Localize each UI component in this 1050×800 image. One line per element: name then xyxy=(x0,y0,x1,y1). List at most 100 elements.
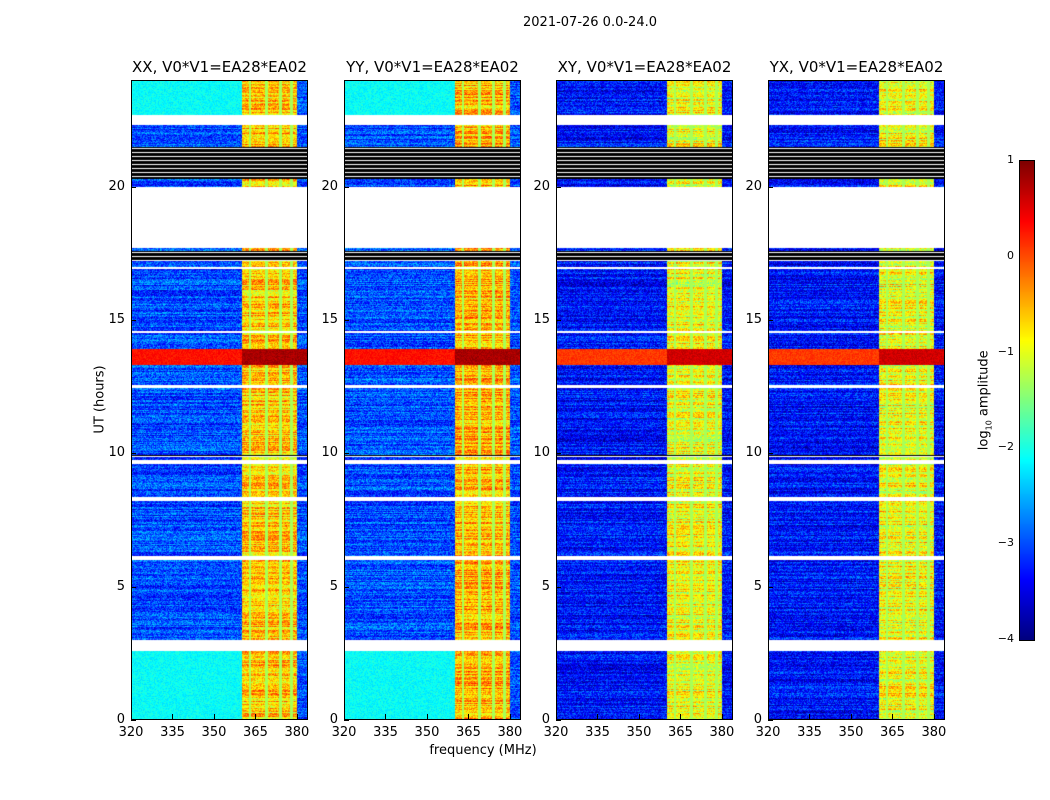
y-tick-label: 5 xyxy=(541,578,550,594)
colorbar-tick-label: −2 xyxy=(997,440,1014,454)
y-tick-label: 0 xyxy=(329,712,338,727)
x-tick-label: 380 xyxy=(284,725,310,740)
axes-frame xyxy=(344,80,521,720)
y-tick-mark xyxy=(131,720,136,721)
panel-title: XY, V0*V1=EA28*EA02 xyxy=(557,58,732,76)
y-tick-label: 10 xyxy=(108,445,125,461)
x-tick-mark xyxy=(768,714,769,719)
y-tick-mark xyxy=(768,320,773,321)
x-tick-mark xyxy=(385,714,387,719)
y-tick-label: 10 xyxy=(321,445,338,461)
x-tick-mark xyxy=(172,714,174,719)
x-tick-label: 380 xyxy=(497,725,523,740)
y-tick-label: 0 xyxy=(753,712,762,727)
x-tick-label: 335 xyxy=(585,725,610,740)
colorbar-tick-label: 1 xyxy=(1007,153,1014,166)
panel-3: YX, V0*V1=EA28*EA02 320 335 350 365 380 0 5 10 15… xyxy=(745,58,946,740)
x-tick-mark xyxy=(556,714,557,719)
x-tick-label: 365 xyxy=(243,725,268,740)
x-tick-label: 320 xyxy=(331,725,357,740)
x-tick-mark xyxy=(296,714,298,719)
panel-1: YY, V0*V1=EA28*EA02 320 335 350 365 380 0 5 10 15… xyxy=(321,58,522,740)
x-tick-mark xyxy=(809,714,811,719)
x-tick-label: 380 xyxy=(709,725,735,740)
y-tick-label: 5 xyxy=(753,578,762,594)
y-tick-mark xyxy=(344,320,349,321)
y-tick-mark xyxy=(131,586,136,588)
y-tick-label: 10 xyxy=(745,445,762,461)
axes-frame xyxy=(131,80,308,720)
y-tick-label: 20 xyxy=(321,178,338,194)
x-tick-label: 350 xyxy=(201,725,227,740)
y-tick-label: 10 xyxy=(533,445,550,461)
y-tick-label: 15 xyxy=(533,312,550,327)
x-tick-label: 350 xyxy=(626,725,652,740)
axes-frame xyxy=(768,80,945,720)
x-tick-label: 350 xyxy=(838,725,864,740)
x-tick-label: 320 xyxy=(118,725,144,740)
heatmap-image xyxy=(556,80,733,720)
y-tick-mark xyxy=(556,586,561,588)
y-tick-label: 15 xyxy=(108,312,125,327)
x-tick-mark xyxy=(131,714,132,719)
x-tick-mark xyxy=(426,714,428,719)
x-tick-mark xyxy=(344,714,345,719)
x-tick-label: 350 xyxy=(414,725,440,740)
x-tick-mark xyxy=(680,714,682,719)
y-tick-label: 15 xyxy=(745,312,762,327)
y-tick-label: 5 xyxy=(116,578,125,594)
colorbar-tick-label: −1 xyxy=(997,344,1014,358)
y-tick-mark xyxy=(556,320,561,321)
x-tick-label: 320 xyxy=(543,725,569,740)
panel-0: XX, V0*V1=EA28*EA02 320 335 350 365 380 0 5 10 15… xyxy=(108,58,309,740)
colorbar-tick-label: −4 xyxy=(997,632,1014,645)
x-tick-mark xyxy=(892,714,894,719)
y-tick-label: 20 xyxy=(533,178,550,194)
x-tick-mark xyxy=(509,714,511,719)
axes-frame xyxy=(556,80,733,720)
x-tick-label: 335 xyxy=(373,725,398,740)
y-tick-mark xyxy=(344,720,349,721)
colorbar-tick-label: 0 xyxy=(1007,248,1014,262)
colorbar-label: log10 amplitude xyxy=(976,350,994,451)
panel-title: XX, V0*V1=EA28*EA02 xyxy=(132,58,307,76)
y-tick-mark xyxy=(556,186,561,188)
y-tick-mark xyxy=(344,186,349,188)
heatmap-image xyxy=(768,80,945,720)
heatmap-image xyxy=(344,80,521,720)
panel-2: XY, V0*V1=EA28*EA02 320 335 350 365 380 0 5 10 15… xyxy=(533,58,734,740)
y-tick-mark xyxy=(131,453,136,455)
y-tick-label: 0 xyxy=(541,712,550,727)
panel-title: YY, V0*V1=EA28*EA02 xyxy=(346,58,519,76)
heatmap-image xyxy=(131,80,308,720)
y-tick-label: 5 xyxy=(329,578,338,594)
colorbar-tick-label: −3 xyxy=(997,536,1014,550)
y-tick-label: 15 xyxy=(321,312,338,327)
y-tick-mark xyxy=(131,320,136,321)
x-tick-label: 365 xyxy=(668,725,693,740)
figure-title: 2021-07-26 0.0-24.0 xyxy=(523,15,657,30)
y-tick-mark xyxy=(556,453,561,455)
x-tick-mark xyxy=(213,714,215,719)
x-tick-mark xyxy=(638,714,640,719)
x-tick-label: 335 xyxy=(797,725,822,740)
x-tick-label: 335 xyxy=(160,725,185,740)
x-tick-mark xyxy=(255,714,257,719)
y-tick-mark xyxy=(768,453,773,455)
y-tick-mark xyxy=(768,186,773,188)
panel-title: YX, V0*V1=EA28*EA02 xyxy=(769,58,944,76)
x-tick-mark xyxy=(933,714,935,719)
y-tick-mark xyxy=(344,586,349,588)
x-tick-mark xyxy=(721,714,723,719)
y-tick-mark xyxy=(556,720,561,721)
x-tick-label: 380 xyxy=(921,725,947,740)
y-tick-mark xyxy=(768,586,773,588)
y-tick-label: 20 xyxy=(108,178,125,194)
y-tick-mark xyxy=(131,186,136,188)
y-tick-label: 0 xyxy=(116,712,125,727)
x-tick-mark xyxy=(597,714,599,719)
y-tick-mark xyxy=(768,720,773,721)
x-tick-label: 365 xyxy=(880,725,905,740)
colorbar xyxy=(1019,160,1035,641)
y-tick-mark xyxy=(344,453,349,455)
